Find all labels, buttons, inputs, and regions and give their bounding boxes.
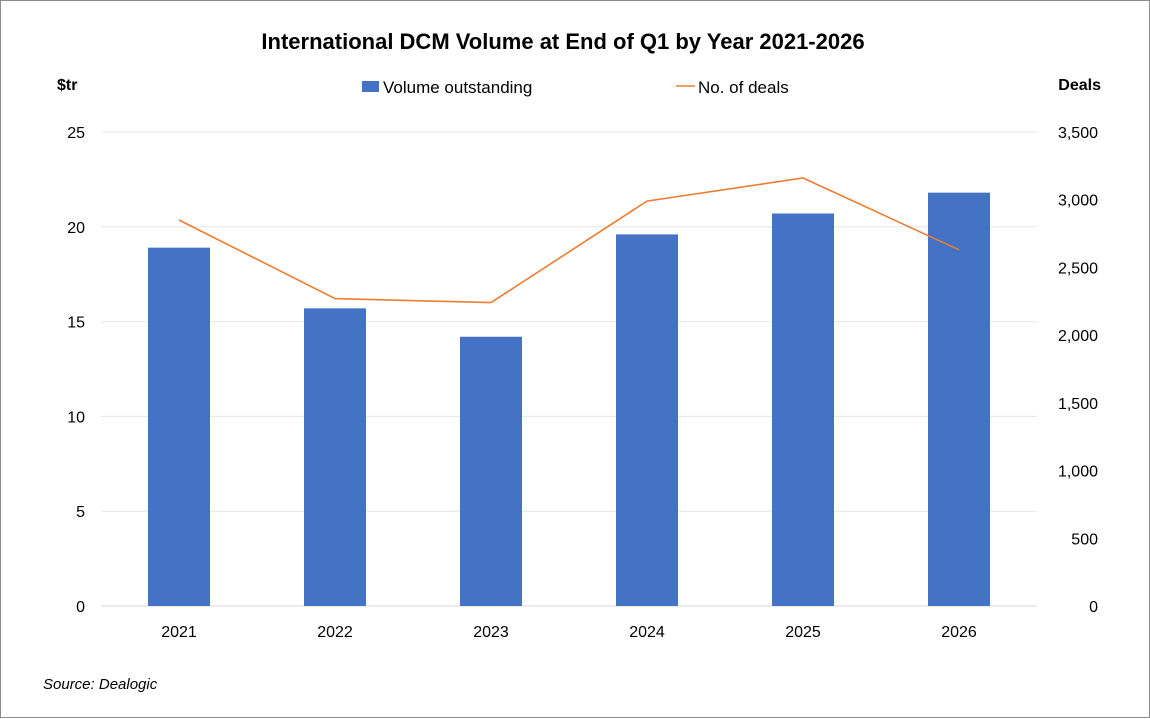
x-tick-label: 2022 xyxy=(317,624,353,641)
bar-volume-2022 xyxy=(304,308,366,606)
right-tick-label: 3,500 xyxy=(1058,125,1098,142)
left-tick-label: 15 xyxy=(67,315,85,332)
right-tick-label: 3,000 xyxy=(1058,193,1098,210)
line-deals xyxy=(179,178,959,303)
right-axis-ticks: 0 500 1,000 1,500 2,000 2,500 3,000 3,500 xyxy=(1058,125,1098,616)
right-tick-label: 0 xyxy=(1089,599,1098,616)
source-note: Source: Dealogic xyxy=(43,676,158,693)
left-tick-label: 20 xyxy=(67,220,85,237)
legend-label-deals: No. of deals xyxy=(698,78,789,97)
bar-volume-2024 xyxy=(616,234,678,606)
bar-volume-2025 xyxy=(772,214,834,606)
left-axis-ticks: 0 5 10 15 20 25 xyxy=(67,125,85,616)
x-tick-label: 2023 xyxy=(473,624,509,641)
legend: Volume outstanding No. of deals xyxy=(362,78,789,97)
bar-volume-2023 xyxy=(460,337,522,606)
legend-swatch-volume xyxy=(362,81,379,92)
left-tick-label: 25 xyxy=(67,125,85,142)
bar-series xyxy=(148,193,990,606)
bar-volume-2026 xyxy=(928,193,990,606)
right-tick-label: 1,000 xyxy=(1058,464,1098,481)
right-axis-label: Deals xyxy=(1058,77,1101,94)
gridlines xyxy=(101,132,1037,606)
line-series xyxy=(179,178,959,303)
legend-label-volume: Volume outstanding xyxy=(383,78,532,97)
x-tick-label: 2025 xyxy=(785,624,821,641)
right-tick-label: 2,500 xyxy=(1058,260,1098,277)
x-tick-label: 2021 xyxy=(161,624,197,641)
left-axis-label: $tr xyxy=(57,77,77,94)
right-tick-label: 1,500 xyxy=(1058,396,1098,413)
left-tick-label: 5 xyxy=(76,504,85,521)
chart-title: International DCM Volume at End of Q1 by… xyxy=(261,29,864,54)
bar-volume-2021 xyxy=(148,248,210,606)
x-tick-label: 2026 xyxy=(941,624,977,641)
right-tick-label: 2,000 xyxy=(1058,328,1098,345)
x-axis-ticks: 2021 2022 2023 2024 2025 2026 xyxy=(161,624,977,641)
left-tick-label: 0 xyxy=(76,599,85,616)
left-tick-label: 10 xyxy=(67,409,85,426)
right-tick-label: 500 xyxy=(1071,531,1098,548)
x-tick-label: 2024 xyxy=(629,624,665,641)
